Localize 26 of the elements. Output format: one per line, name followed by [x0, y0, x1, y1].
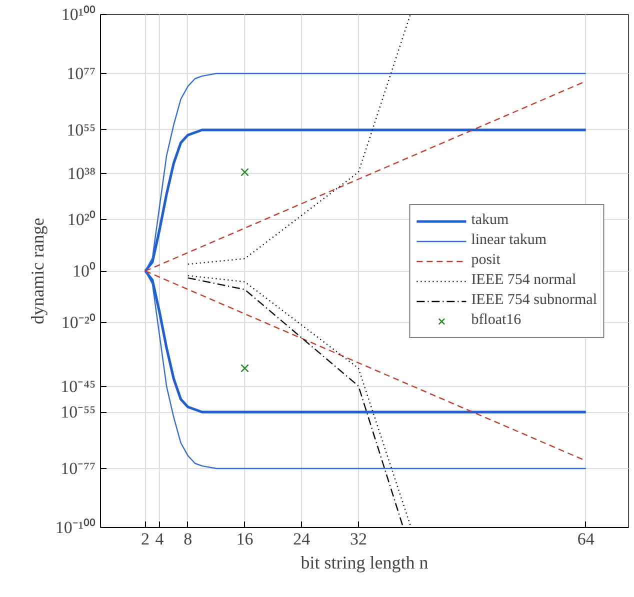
y-tick-label: 10⁵⁵: [66, 120, 96, 140]
legend-label: IEEE 754 normal: [471, 272, 576, 290]
x-axis-title: bit string length n: [300, 552, 428, 572]
y-tick-label: 10⁻⁴⁵: [60, 376, 96, 396]
x-tick-label: 8: [184, 530, 192, 548]
y-tick-label: 10²⁰: [67, 210, 96, 230]
y-tick-label: 10³⁸: [67, 164, 96, 184]
legend-label: IEEE 754 subnormal: [471, 292, 597, 310]
y-tick-label: 10⁻⁷⁷: [60, 459, 96, 478]
y-tick-label: 10⁻²⁰: [61, 312, 96, 332]
x-tick-label: 16: [236, 530, 254, 548]
y-axis-title: dynamic range: [27, 218, 48, 324]
y-tick-label: 10¹⁰⁰: [61, 5, 96, 24]
legend-label: linear takum: [471, 232, 547, 250]
x-tick-label: 64: [577, 530, 595, 548]
legend-label: bfloat16: [471, 312, 522, 330]
y-tick-label: 10⁰: [72, 262, 96, 280]
legend-label: takum: [471, 212, 509, 230]
x-tick-label: 32: [350, 530, 367, 548]
legend-label: posit: [471, 252, 500, 270]
x-tick-label: 2: [141, 530, 150, 548]
y-tick-label: 10⁻¹⁰⁰: [55, 518, 96, 537]
x-tick-label: 4: [155, 530, 164, 548]
y-tick-label: 10⁻⁵⁵: [60, 402, 96, 422]
x-tick-label: 24: [293, 530, 311, 548]
y-tick-label: 10⁷⁷: [66, 64, 96, 83]
